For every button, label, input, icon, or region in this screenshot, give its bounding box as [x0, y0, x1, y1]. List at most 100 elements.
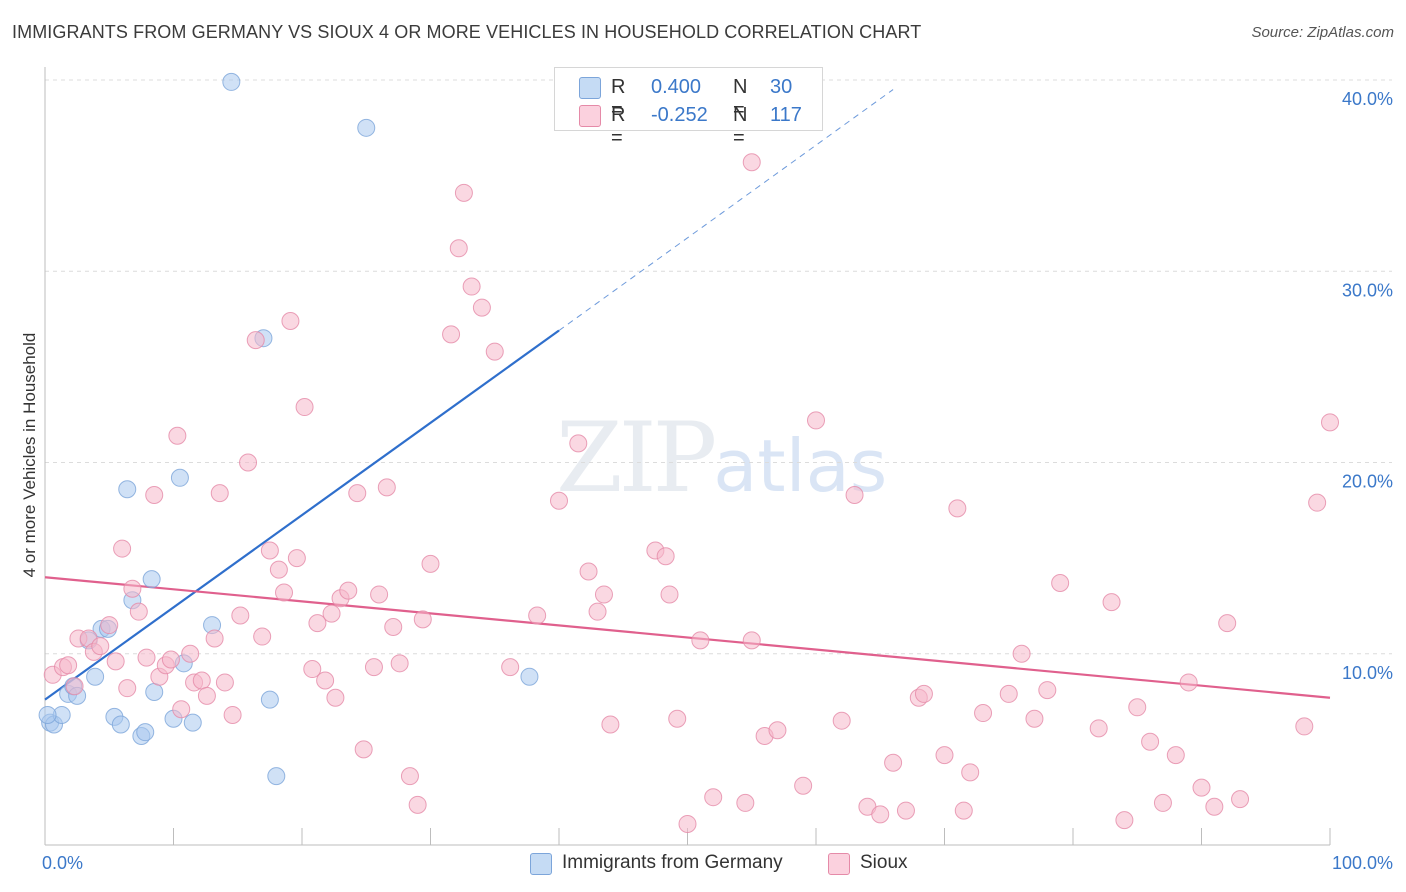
- n-value: 117: [770, 104, 802, 126]
- germany-point: [38, 705, 57, 724]
- sioux-point: [106, 652, 125, 671]
- watermark: ZIPatlas: [556, 402, 887, 514]
- stats-swatch-sioux: [579, 105, 601, 127]
- sioux-point: [192, 671, 211, 690]
- sioux-point: [59, 656, 78, 675]
- sioux-point: [594, 585, 613, 604]
- sioux-point: [421, 554, 440, 573]
- sioux-point: [326, 688, 345, 707]
- legend-swatch-germany: [530, 853, 552, 875]
- n-value: 30: [770, 76, 793, 98]
- germany-point: [170, 468, 189, 487]
- sioux-point: [1321, 413, 1339, 432]
- grid-layer: [45, 79, 1392, 655]
- germany-point: [222, 72, 241, 91]
- germany-point: [111, 715, 130, 734]
- sioux-point: [65, 677, 84, 696]
- watermark-main: ZIP: [556, 402, 717, 514]
- sioux-point: [295, 398, 314, 417]
- x-tick-label: 0.0%: [42, 853, 83, 873]
- sioux-point: [1295, 717, 1314, 736]
- sioux-point: [118, 679, 137, 698]
- source-label: Source: ZipAtlas.com: [1251, 24, 1394, 41]
- sioux-point: [485, 342, 504, 361]
- sioux-point: [845, 486, 864, 505]
- sioux-point: [442, 325, 461, 344]
- sioux-point: [231, 606, 250, 625]
- stats-swatch-germany: [579, 77, 601, 99]
- legend-label-germany: Immigrants from Germany: [562, 852, 783, 873]
- y-tick-label: 10.0%: [1342, 663, 1393, 683]
- y-tick-label: 40.0%: [1342, 89, 1393, 109]
- point-layer: [38, 72, 1339, 833]
- sioux-point: [1051, 573, 1070, 592]
- sioux-point: [172, 700, 191, 719]
- x-tick-label: 100.0%: [1332, 853, 1393, 873]
- sioux-point: [999, 684, 1018, 703]
- sioux-point: [569, 434, 588, 453]
- r-value: 0.400: [651, 76, 702, 98]
- sioux-point: [197, 686, 216, 705]
- sioux-point: [1179, 673, 1198, 692]
- germany-point: [142, 570, 161, 589]
- germany-point: [136, 723, 155, 742]
- legend-swatch-sioux: [828, 853, 850, 875]
- sioux-point: [137, 648, 156, 667]
- sioux-point: [253, 627, 272, 646]
- sioux-point: [1218, 614, 1237, 633]
- sioux-point: [390, 654, 409, 673]
- sioux-point: [354, 740, 373, 759]
- sioux-point: [1205, 797, 1224, 816]
- sioux-point: [408, 795, 427, 814]
- sioux-point: [322, 604, 341, 623]
- sioux-point: [1166, 746, 1185, 765]
- sioux-point: [948, 499, 967, 518]
- sioux-point: [308, 614, 327, 633]
- sioux-point: [961, 763, 980, 782]
- sioux-point: [205, 629, 224, 648]
- chart-title: IMMIGRANTS FROM GERMANY VS SIOUX 4 OR MO…: [12, 22, 922, 42]
- germany-point: [357, 118, 376, 137]
- sioux-point: [742, 153, 761, 172]
- sioux-point: [794, 776, 813, 795]
- sioux-point: [601, 715, 620, 734]
- germany-point: [183, 713, 202, 732]
- r-label: R =: [611, 76, 626, 121]
- sioux-point: [974, 704, 993, 723]
- sioux-point: [364, 658, 383, 677]
- sioux-point: [260, 541, 279, 560]
- sioux-point: [691, 631, 710, 650]
- sioux-point: [528, 606, 547, 625]
- germany-trend-extension: [558, 89, 894, 331]
- germany-point: [520, 667, 539, 686]
- sioux-point: [1141, 732, 1160, 751]
- sioux-point: [1128, 698, 1147, 717]
- sioux-point: [281, 311, 300, 330]
- sioux-point: [168, 426, 187, 445]
- r-label: R =: [611, 104, 626, 149]
- axis-layer: [44, 67, 1331, 846]
- n-label: N =: [733, 76, 748, 121]
- n-label: N =: [733, 104, 748, 149]
- sioux-point: [550, 491, 568, 510]
- sioux-point: [145, 486, 164, 505]
- sioux-point: [181, 644, 200, 663]
- r-value: -0.252: [651, 104, 708, 126]
- sioux-point: [123, 579, 142, 598]
- sioux-point: [579, 562, 598, 581]
- sioux-point: [832, 711, 851, 730]
- sioux-point: [1192, 778, 1211, 797]
- sioux-point: [316, 671, 335, 690]
- sioux-point: [1089, 719, 1108, 738]
- sioux-point: [91, 637, 110, 656]
- sioux-point: [246, 331, 265, 350]
- sioux-point: [935, 746, 954, 765]
- germany-point: [86, 667, 105, 686]
- sioux-point: [954, 801, 973, 820]
- sioux-point: [914, 684, 933, 703]
- sioux-point: [704, 788, 723, 807]
- germany-trend-line: [44, 329, 560, 701]
- germany-point: [267, 767, 286, 786]
- sioux-point: [807, 411, 825, 430]
- sioux-point: [129, 602, 148, 621]
